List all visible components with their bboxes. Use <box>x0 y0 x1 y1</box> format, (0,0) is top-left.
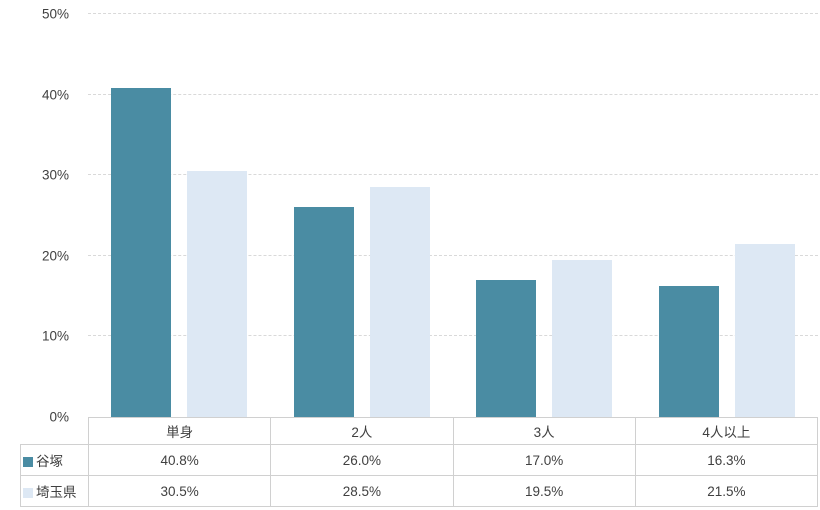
value-cell-series2-cat2: 28.5% <box>270 475 454 507</box>
value-cell-series2-cat3: 19.5% <box>452 475 636 507</box>
value-cell-series1-cat1: 40.8% <box>87 444 272 476</box>
legend-cell-series1: 谷塚 <box>20 444 89 476</box>
legend-label-series1: 谷塚 <box>36 454 63 469</box>
bar-group-2 <box>271 187 454 417</box>
bar-series2-cat4 <box>734 243 795 417</box>
data-table: 単身 2人 3人 4人以上谷塚 40.8% 26.0% 17.0% 16.3% 埼玉県 30.5%… <box>20 417 819 507</box>
bar-series1-cat2 <box>293 207 354 417</box>
plot-area <box>88 13 819 417</box>
gridline-30pct <box>88 174 818 176</box>
y-tick-label-30pct: 30% <box>41 167 69 183</box>
y-tick-label-40pct: 40% <box>41 87 69 103</box>
bar-series2-cat1 <box>187 171 248 417</box>
bar-series1-cat3 <box>476 280 537 417</box>
table-corner-cell <box>20 417 89 445</box>
value-cell-series2-cat4: 21.5% <box>634 475 819 507</box>
value-cell-series1-cat4: 16.3% <box>634 444 819 476</box>
y-axis: 50% 40% 30% 20% 10% 0% <box>0 7 78 425</box>
bar-series2-cat3 <box>552 259 613 417</box>
y-tick-label-50pct: 50% <box>41 6 69 22</box>
value-cell-series1-cat2: 26.0% <box>270 444 454 476</box>
table-header-cat1: 単身 <box>87 417 272 445</box>
table-header-cat2: 2人 <box>270 417 454 445</box>
gridline-50pct <box>88 13 818 14</box>
table-header-cat4: 4人以上 <box>634 417 819 445</box>
table-header-cat3: 3人 <box>452 417 636 445</box>
legend-swatch-icon-series1 <box>23 457 33 467</box>
legend-swatch-icon-series2 <box>23 488 33 498</box>
bar-series1-cat4 <box>658 285 719 417</box>
value-cell-series2-cat1: 30.5% <box>87 475 272 507</box>
bar-group-4 <box>636 243 819 417</box>
gridline-10pct <box>88 335 818 337</box>
bar-group-1 <box>88 88 271 417</box>
value-cell-series1-cat3: 17.0% <box>452 444 636 476</box>
table-row-series2: 埼玉県 30.5% 28.5% 19.5% 21.5% <box>20 475 819 507</box>
y-tick-label-20pct: 20% <box>41 248 69 264</box>
bar-series2-cat2 <box>369 187 430 417</box>
legend-label-series2: 埼玉県 <box>36 485 77 500</box>
gridline-40pct <box>88 93 818 95</box>
table-row-series1: 谷塚 40.8% 26.0% 17.0% 16.3% <box>20 444 819 476</box>
gridline-20pct <box>88 254 818 256</box>
y-tick-label-10pct: 10% <box>41 328 69 344</box>
legend-cell-series2: 埼玉県 <box>20 475 89 507</box>
bar-group-3 <box>453 259 636 417</box>
bar-series1-cat1 <box>111 88 172 417</box>
